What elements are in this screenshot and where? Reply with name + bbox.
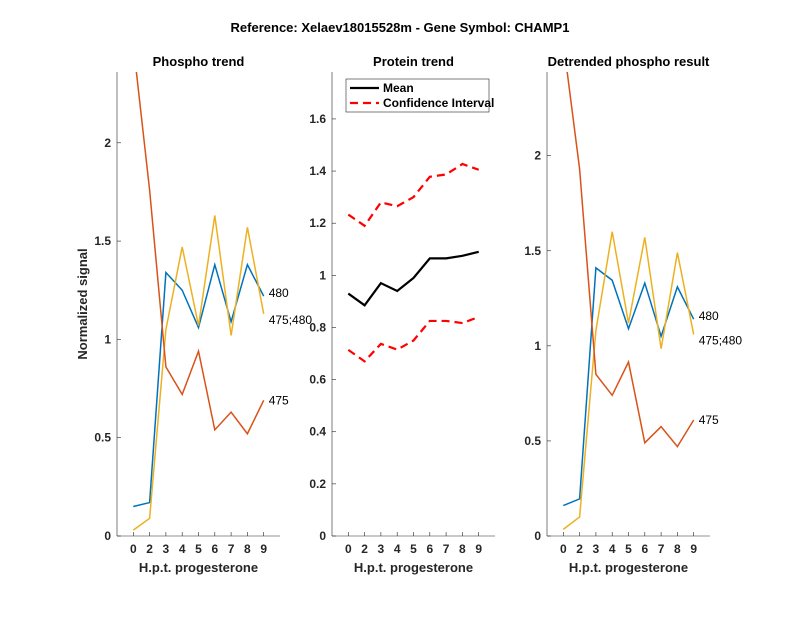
series-line-confidence-interval <box>347 162 480 228</box>
series-line-475 <box>135 72 265 436</box>
x-tick-label: 6 <box>426 542 433 556</box>
series-line-480 <box>563 266 695 507</box>
x-tick-label: 6 <box>211 542 218 556</box>
series-end-label: 480 <box>699 309 719 323</box>
series-line-mean <box>347 250 479 307</box>
y-tick-label: 1.4 <box>309 164 326 178</box>
figure-title: Reference: Xelaev18015528m - Gene Symbol… <box>231 20 570 35</box>
series-line-475-480 <box>562 231 695 530</box>
series-end-label: 475;480 <box>269 313 313 327</box>
x-tick-label: 8 <box>674 542 681 556</box>
x-tick-label: 3 <box>593 542 600 556</box>
y-tick-label: 0.5 <box>524 434 541 448</box>
x-tick-label: 5 <box>625 542 632 556</box>
x-tick-label: 0 <box>130 542 137 556</box>
x-tick-label: 9 <box>690 542 697 556</box>
legend-label-mean: Mean <box>383 81 414 95</box>
x-axis-label: H.p.t. progesterone <box>354 560 473 575</box>
series-line-confidence-interval <box>347 316 480 363</box>
legend-box <box>345 78 490 113</box>
y-tick-label: 0 <box>534 529 541 543</box>
y-tick-label: 2 <box>534 149 541 163</box>
x-tick-label: 6 <box>641 542 648 556</box>
y-tick-label: 1.5 <box>524 244 541 258</box>
y-tick-label: 2 <box>104 136 111 150</box>
x-tick-label: 8 <box>244 542 251 556</box>
series-end-label: 480 <box>269 286 289 300</box>
x-axis-label: H.p.t. progesterone <box>139 560 258 575</box>
series-end-label: 475 <box>269 393 289 407</box>
y-tick-label: 1.6 <box>309 112 326 126</box>
x-tick-label: 2 <box>146 542 153 556</box>
y-tick-label: 0.6 <box>309 373 326 387</box>
x-tick-label: 5 <box>410 542 417 556</box>
panel-title: Detrended phospho result <box>548 54 710 69</box>
x-tick-label: 3 <box>163 542 170 556</box>
series-line-480 <box>133 261 265 508</box>
x-tick-label: 7 <box>228 542 235 556</box>
x-tick-label: 7 <box>443 542 450 556</box>
panel-title: Protein trend <box>373 54 454 69</box>
x-tick-label: 4 <box>394 542 401 556</box>
x-tick-label: 9 <box>260 542 267 556</box>
x-tick-label: 3 <box>378 542 385 556</box>
x-tick-label: 8 <box>459 542 466 556</box>
panel-title: Phospho trend <box>153 54 245 69</box>
series-line-475-480 <box>132 215 265 531</box>
x-tick-label: 2 <box>576 542 583 556</box>
y-tick-label: 1.5 <box>94 234 111 248</box>
x-tick-label: 0 <box>345 542 352 556</box>
x-axis-label: H.p.t. progesterone <box>569 560 688 575</box>
legend-label-ci: Confidence Interval <box>383 96 494 110</box>
y-tick-label: 0 <box>104 529 111 543</box>
y-axis-label: Normalized signal <box>75 248 90 359</box>
x-tick-label: 2 <box>361 542 368 556</box>
x-tick-label: 4 <box>609 542 616 556</box>
panel-2: 00.20.40.60.811.21.41.60 2 3 4 5 6 7 8 9Protein … <box>309 54 495 575</box>
y-tick-label: 1.2 <box>309 216 326 230</box>
series-end-label: 475 <box>699 413 719 427</box>
x-tick-label: 0 <box>560 542 567 556</box>
x-tick-label: 5 <box>195 542 202 556</box>
y-tick-label: 0.4 <box>309 425 326 439</box>
y-tick-label: 1 <box>104 332 111 346</box>
x-tick-label: 9 <box>475 542 482 556</box>
series-end-label: 475;480 <box>699 333 743 347</box>
y-tick-label: 1 <box>319 268 326 282</box>
x-tick-label: 4 <box>179 542 186 556</box>
x-tick-label: 7 <box>658 542 665 556</box>
series-line-475 <box>566 72 695 448</box>
y-tick-label: 0.5 <box>94 431 111 445</box>
y-tick-label: 0.2 <box>309 477 326 491</box>
y-tick-label: 1 <box>534 339 541 353</box>
y-tick-label: 0 <box>319 529 326 543</box>
y-tick-label: 0.8 <box>309 320 326 334</box>
